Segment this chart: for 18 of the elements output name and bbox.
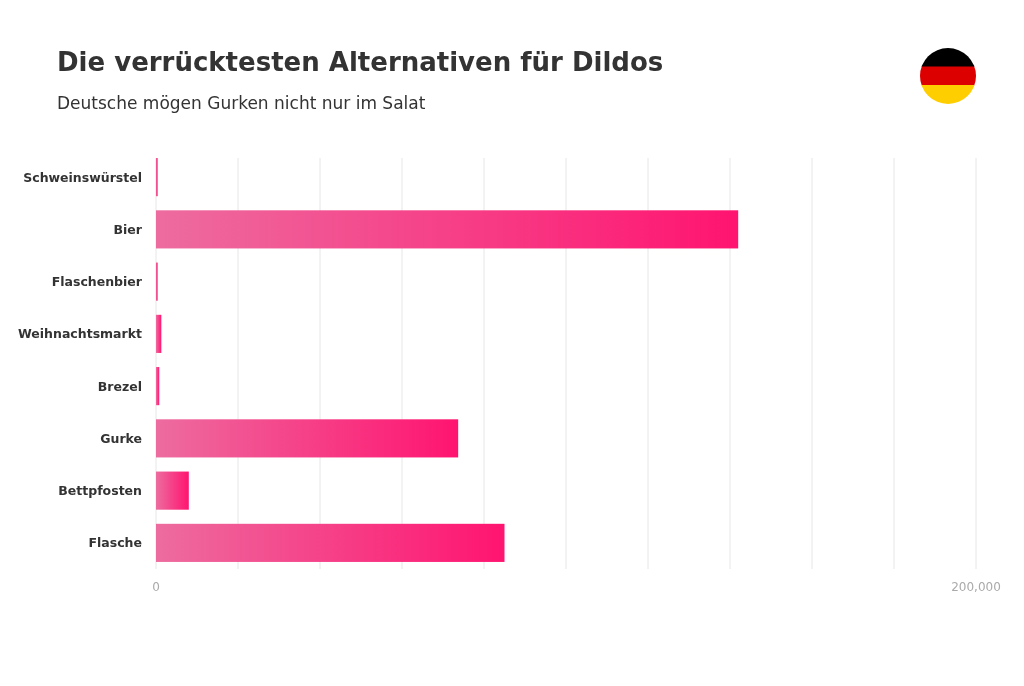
bar <box>156 210 739 249</box>
bar <box>156 419 459 458</box>
y-tick-label: Flasche <box>88 535 142 551</box>
x-tick-label: 200,000 <box>951 580 1001 594</box>
y-tick-label: Flaschenbier <box>51 274 143 289</box>
y-tick-label: Weihnachtsmarkt <box>18 326 143 342</box>
y-tick-label: Schweinswürstel <box>23 169 142 185</box>
y-tick-label: Gurke <box>100 430 142 446</box>
bar <box>156 471 189 510</box>
y-tick-label: Brezel <box>97 378 142 394</box>
bar <box>156 314 162 353</box>
chart-title: Die verrücktesten Alternativen für Dildos <box>57 47 664 77</box>
bar <box>156 523 505 562</box>
bar <box>156 367 160 406</box>
y-tick-label: Bier <box>113 221 143 237</box>
y-tick-label: Bettpfosten <box>58 483 142 498</box>
chart-subtitle: Deutsche mögen Gurken nicht nur im Salat <box>57 93 426 113</box>
x-tick-label: 0 <box>152 580 160 594</box>
